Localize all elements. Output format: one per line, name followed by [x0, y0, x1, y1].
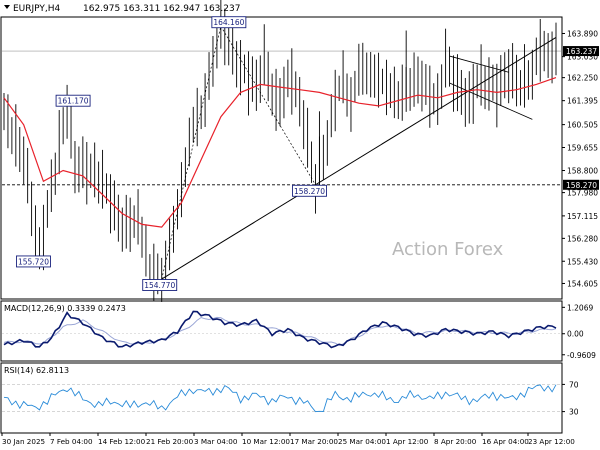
price-label-text: 154.770 — [144, 281, 175, 290]
rsi-tick-label: 30 — [569, 408, 579, 417]
time-tick-label: 1 Apr 12:00 — [386, 437, 429, 446]
wave-line-up — [161, 26, 222, 280]
rsi-tick-label: 70 — [569, 380, 579, 389]
channel-upper-line — [449, 55, 509, 73]
rsi-title: RSI(14) 62.8113 — [4, 366, 69, 375]
time-tick-label: 16 Apr 04:00 — [482, 437, 529, 446]
macd-main-line — [3, 310, 557, 349]
price-label-text: 158.270 — [294, 187, 325, 196]
price-label-text: 161.170 — [58, 97, 89, 106]
time-tick-label: 23 Apr 12:00 — [528, 437, 575, 446]
price-tick-label: 162.250 — [567, 74, 598, 83]
symbol-label: EURJPY,H4 — [13, 4, 61, 14]
watermark: Action Forex — [392, 239, 504, 260]
price-tick-label: 159.655 — [567, 144, 598, 153]
rsi-line — [3, 384, 557, 413]
price-label-text: 155.720 — [18, 257, 49, 266]
ascending-trendline — [161, 36, 557, 280]
price-tick-label: 161.395 — [567, 97, 598, 106]
price-tick-label: 163.890 — [567, 29, 598, 38]
current-price-text: 163.237 — [566, 47, 597, 56]
price-label-box — [16, 255, 51, 268]
time-tick-label: 3 Mar 04:00 — [194, 437, 238, 446]
time-tick-label: 30 Jan 2025 — [2, 437, 45, 446]
price-tick-label: 160.505 — [567, 121, 598, 130]
time-tick-label: 7 Feb 04:00 — [50, 437, 93, 446]
price-tick-label: 156.280 — [567, 234, 598, 243]
price-label-box — [55, 94, 91, 107]
time-tick-label: 25 Mar 04:00 — [338, 437, 386, 446]
price-tick-label: 157.980 — [567, 189, 598, 198]
price-lines — [2, 0, 561, 302]
rsi-panel-frame — [0, 362, 563, 434]
macd-tick-label: 0.00 — [567, 330, 584, 339]
price-label-text: 164.160 — [213, 18, 244, 27]
time-tick-label: 10 Mar 12:00 — [242, 437, 290, 446]
time-tick-label: 14 Feb 12:00 — [98, 437, 146, 446]
rsi-indicator: 70 30 — [2, 380, 579, 417]
time-tick-label: 21 Feb 20:00 — [146, 437, 194, 446]
macd-tick-label: -0.9609 — [567, 351, 596, 360]
price-axis: 163.890 163.030 162.250 161.395 160.505 159.6… — [562, 29, 598, 288]
price-tick-label: 163.030 — [567, 53, 598, 62]
dropdown-triangle-icon[interactable] — [4, 5, 10, 9]
time-axis: 30 Jan 2025 7 Feb 04:00 14 Feb 12:00 21 Feb… — [1, 433, 575, 446]
price-tick-label: 157.115 — [567, 212, 598, 221]
macd-indicator: 1.2069 0.00 -0.9609 — [2, 303, 596, 360]
price-tick-label: 154.605 — [567, 279, 598, 288]
time-tick-label: 8 Apr 20:00 — [434, 437, 477, 446]
support-price-text: 158.270 — [566, 181, 597, 190]
current-price-tag — [563, 46, 599, 57]
price-label-box — [211, 16, 247, 29]
support-price-tag — [563, 179, 599, 190]
ohlc-readout: 162.975 163.311 162.947 163.237 — [83, 4, 240, 14]
macd-title: MACD(12,26,9) 0.3339 0.2473 — [4, 304, 126, 313]
macd-tick-label: 1.2069 — [567, 303, 593, 312]
time-tick-label: 17 Mar 20:00 — [290, 437, 338, 446]
price-label-box — [292, 184, 327, 197]
price-tick-label: 158.800 — [567, 167, 598, 176]
channel-lower-line — [449, 82, 533, 120]
moving-average-line — [3, 77, 557, 228]
wave-line-down — [220, 26, 316, 185]
price-tick-label: 155.430 — [567, 257, 598, 266]
price-annotations: 164.160 161.170 155.720 154.770 158.270 163.2… — [16, 16, 599, 291]
price-label-box — [142, 279, 178, 291]
